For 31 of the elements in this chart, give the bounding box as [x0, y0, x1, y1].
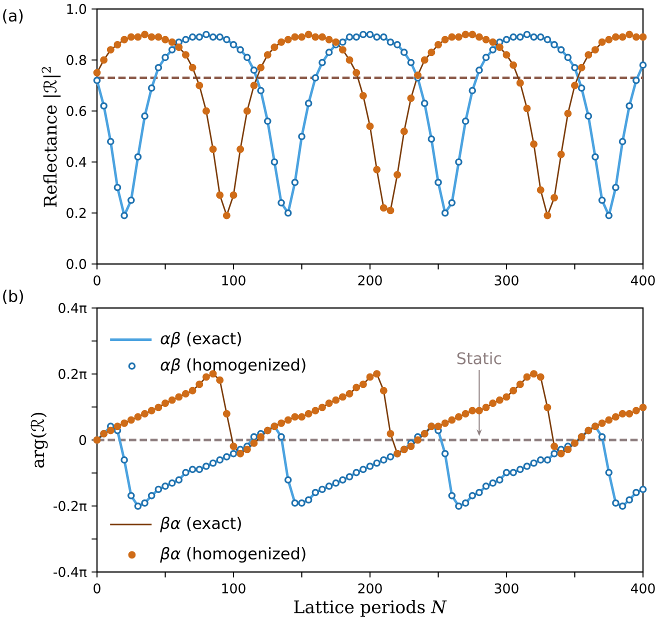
- x-tick-label: 200: [358, 275, 382, 286]
- y-axis-title: arg(ℛ): [30, 412, 48, 468]
- legend-label: βα (homogenized): [160, 547, 306, 563]
- y-tick-label: -0.2π: [54, 500, 87, 512]
- y-tick-label: -0.4π: [54, 566, 87, 578]
- legend-label: βα (exact): [160, 516, 241, 532]
- legend-label: αβ (homogenized): [160, 358, 306, 374]
- y-tick-label: 0.8: [66, 54, 86, 66]
- x-tick-label: 400: [630, 583, 655, 594]
- y-tick-label: 0.2: [66, 208, 86, 218]
- y-tick-label: 1.0: [67, 4, 86, 14]
- y-axis-title: Reflectance |ℛ|$^{2}$: [42, 67, 61, 207]
- x-tick-label: 300: [494, 275, 518, 286]
- y-tick-label: 0.4π: [58, 302, 87, 314]
- y-tick-label: 0.2π: [58, 368, 87, 380]
- y-tick-label: 0.6: [66, 106, 86, 116]
- x-tick-label: 200: [358, 583, 382, 594]
- ref-line-label: Static: [457, 352, 502, 364]
- x-tick-label: 100: [222, 275, 246, 286]
- y-tick-label: 0.4: [66, 156, 86, 168]
- legend-label: αβ (exact): [160, 332, 241, 348]
- x-tick-label: 400: [630, 275, 655, 286]
- text: (a): [3, 9, 23, 24]
- x-tick-label: 0: [94, 583, 100, 594]
- x-tick-label: 0: [94, 275, 100, 286]
- y-tick-label: 0.0: [66, 258, 86, 270]
- y-tick-label: 0: [79, 434, 86, 446]
- x-tick-label: 300: [494, 583, 518, 594]
- x-axis-title: Lattice periods N: [294, 600, 447, 617]
- text: (b): [3, 290, 23, 304]
- x-tick-label: 100: [222, 583, 246, 594]
